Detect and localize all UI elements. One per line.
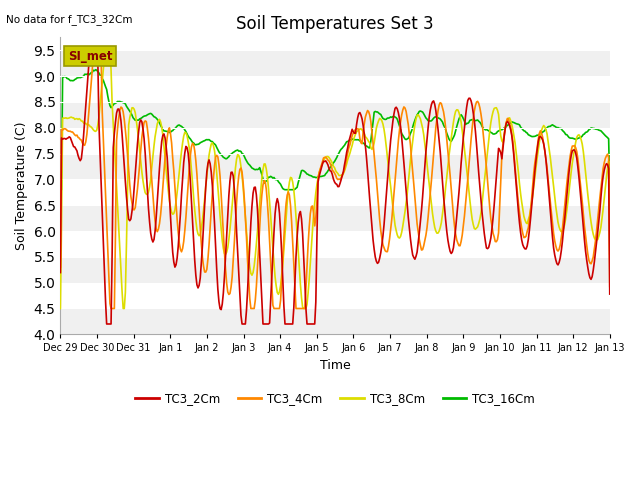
- TC3_8Cm: [322, 154, 330, 160]
- TC3_8Cm: [319, 161, 326, 167]
- Bar: [60, 50, 610, 76]
- TC3_16Cm: [385, 115, 392, 121]
- TC3_4Cm: [356, 135, 364, 141]
- TC3_4Cm: [509, 139, 516, 144]
- TC3_16Cm: [508, 119, 516, 125]
- Bar: [60, 154, 610, 180]
- TC3_8Cm: [56, 306, 64, 312]
- TC3_4Cm: [386, 236, 394, 241]
- Legend: TC3_2Cm, TC3_4Cm, TC3_8Cm, TC3_16Cm: TC3_2Cm, TC3_4Cm, TC3_8Cm, TC3_16Cm: [131, 388, 540, 410]
- TC3_16Cm: [319, 173, 326, 179]
- Bar: [60, 128, 610, 154]
- Bar: [60, 283, 610, 309]
- TC3_4Cm: [108, 306, 115, 312]
- TC3_8Cm: [355, 127, 363, 132]
- TC3_4Cm: [323, 156, 331, 161]
- Bar: [60, 102, 610, 128]
- Text: No data for f_TC3_32Cm: No data for f_TC3_32Cm: [6, 14, 133, 25]
- Bar: [60, 257, 610, 283]
- TC3_16Cm: [322, 171, 330, 177]
- TC3_16Cm: [56, 187, 64, 192]
- Line: TC3_4Cm: TC3_4Cm: [60, 50, 610, 309]
- TC3_8Cm: [102, 48, 109, 53]
- TC3_2Cm: [320, 158, 328, 164]
- Bar: [60, 76, 610, 102]
- TC3_8Cm: [606, 251, 614, 257]
- TC3_2Cm: [386, 150, 394, 156]
- TC3_2Cm: [606, 291, 614, 297]
- TC3_8Cm: [385, 165, 392, 170]
- TC3_2Cm: [356, 109, 364, 115]
- Text: SI_met: SI_met: [68, 50, 112, 63]
- TC3_4Cm: [320, 155, 328, 161]
- X-axis label: Time: Time: [320, 359, 351, 372]
- Line: TC3_16Cm: TC3_16Cm: [60, 70, 610, 190]
- TC3_4Cm: [56, 264, 64, 270]
- TC3_16Cm: [355, 137, 363, 143]
- TC3_2Cm: [56, 270, 64, 276]
- TC3_2Cm: [103, 321, 111, 327]
- TC3_2Cm: [86, 48, 94, 53]
- TC3_4Cm: [91, 48, 99, 53]
- Bar: [60, 231, 610, 257]
- Line: TC3_2Cm: TC3_2Cm: [60, 50, 610, 324]
- Bar: [60, 180, 610, 205]
- TC3_2Cm: [509, 143, 516, 148]
- TC3_4Cm: [606, 284, 614, 289]
- TC3_16Cm: [606, 187, 614, 192]
- TC3_8Cm: [508, 121, 516, 127]
- Title: Soil Temperatures Set 3: Soil Temperatures Set 3: [236, 15, 434, 33]
- TC3_16Cm: [92, 67, 99, 72]
- Line: TC3_8Cm: TC3_8Cm: [60, 50, 610, 309]
- TC3_16Cm: [594, 127, 602, 132]
- TC3_2Cm: [595, 219, 603, 225]
- Bar: [60, 205, 610, 231]
- Bar: [60, 309, 610, 334]
- TC3_8Cm: [594, 237, 602, 242]
- TC3_4Cm: [595, 206, 603, 212]
- TC3_2Cm: [323, 160, 331, 166]
- Y-axis label: Soil Temperature (C): Soil Temperature (C): [15, 121, 28, 250]
